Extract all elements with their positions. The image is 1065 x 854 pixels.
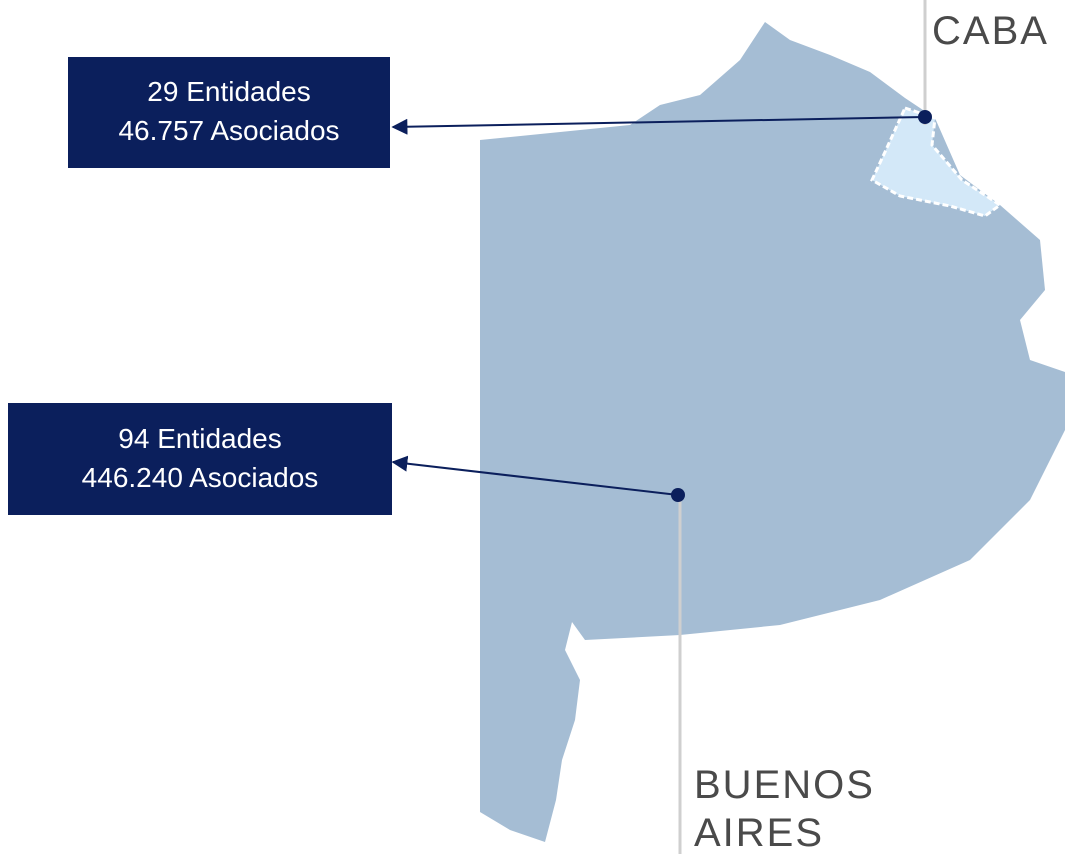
marker-dot — [671, 488, 685, 502]
info-text: 29 Entidades — [147, 76, 310, 107]
info-box — [8, 403, 392, 515]
region-label: CABA — [932, 9, 1049, 53]
arrow — [391, 455, 679, 496]
region-label: AIRES — [694, 811, 824, 854]
marker-dot — [918, 110, 932, 124]
province-shape — [480, 22, 1065, 842]
info-text: 94 Entidades — [118, 423, 281, 454]
caba-shape — [870, 106, 1003, 218]
arrow — [391, 116, 926, 135]
info-box — [68, 57, 390, 168]
info-text: 46.757 Asociados — [118, 115, 339, 146]
region-label: BUENOS — [694, 763, 875, 807]
info-text: 446.240 Asociados — [82, 462, 319, 493]
